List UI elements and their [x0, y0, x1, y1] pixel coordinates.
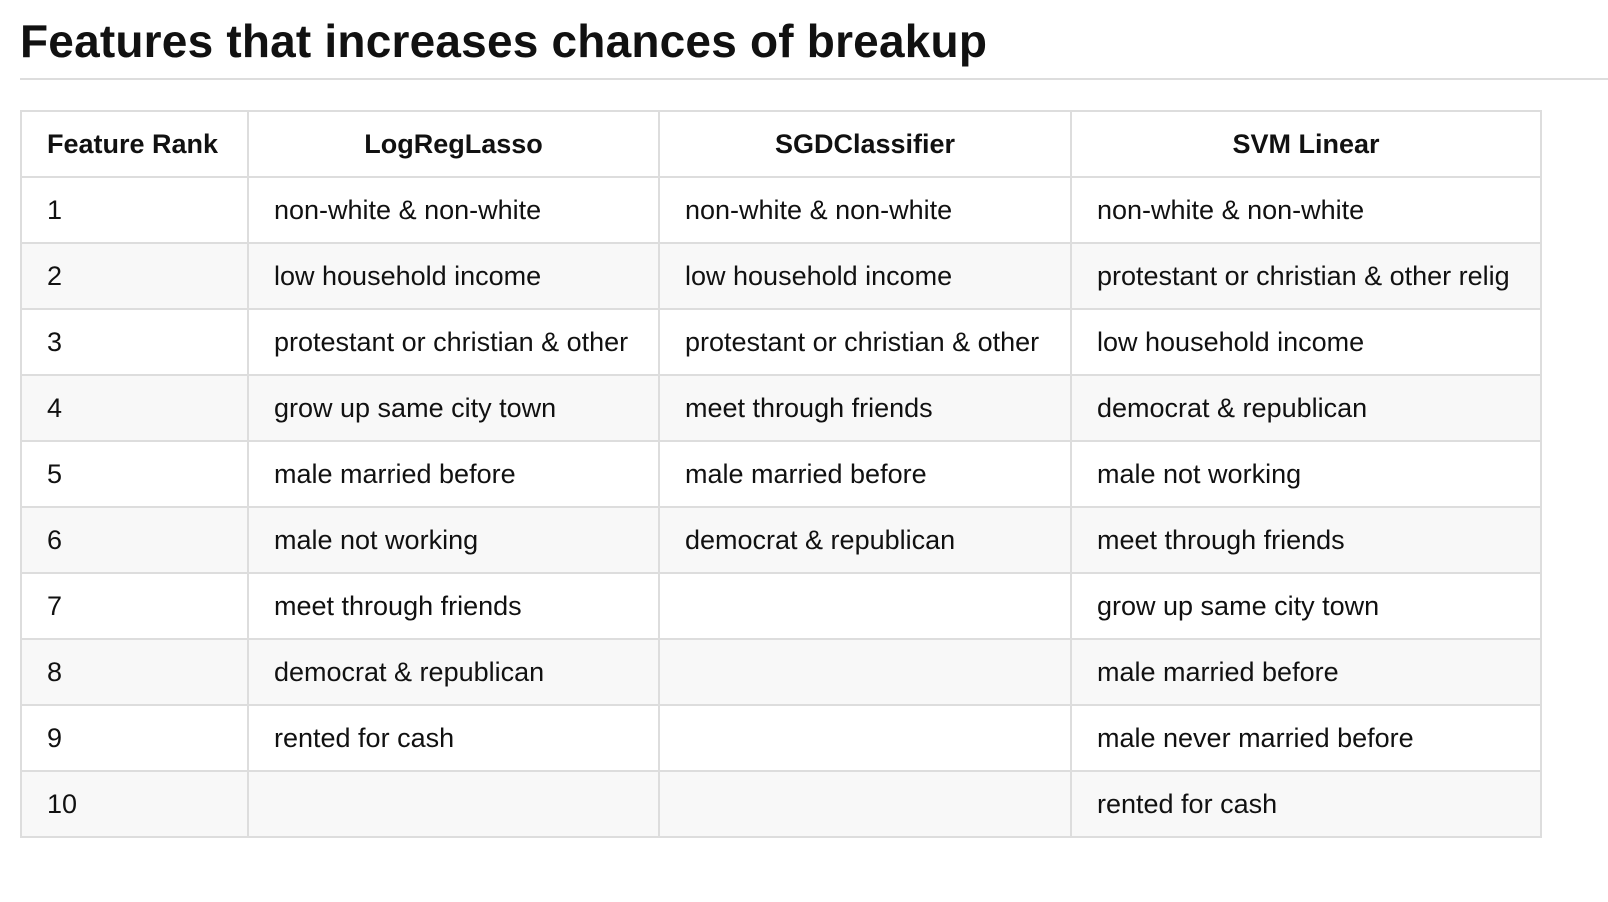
cell-rank: 8 [20, 638, 249, 706]
table-row: 10 rented for cash [20, 770, 1542, 838]
page-title: Features that increases chances of break… [20, 15, 988, 67]
cell-logreglasso: rented for cash [247, 704, 660, 772]
cell-logreglasso: democrat & republican [247, 638, 660, 706]
cell-rank: 7 [20, 572, 249, 640]
cell-rank: 3 [20, 308, 249, 376]
cell-sgdclassifier [658, 572, 1072, 640]
cell-svm-linear: rented for cash [1070, 770, 1542, 838]
cell-sgdclassifier: democrat & republican [658, 506, 1072, 574]
header-feature-rank: Feature Rank [20, 110, 249, 178]
cell-svm-linear: meet through friends [1070, 506, 1542, 574]
header-sgdclassifier: SGDClassifier [658, 110, 1072, 178]
header-logreglasso: LogRegLasso [247, 110, 660, 178]
cell-rank: 4 [20, 374, 249, 442]
table-row: 1 non-white & non-white non-white & non-… [20, 176, 1542, 244]
cell-logreglasso: male not working [247, 506, 660, 574]
table-row: 5 male married before male married befor… [20, 440, 1542, 508]
cell-sgdclassifier [658, 704, 1072, 772]
cell-logreglasso: low household income [247, 242, 660, 310]
table-row: 6 male not working democrat & republican… [20, 506, 1542, 574]
cell-sgdclassifier [658, 770, 1072, 838]
cell-sgdclassifier: protestant or christian & other [658, 308, 1072, 376]
cell-svm-linear: non-white & non-white [1070, 176, 1542, 244]
cell-sgdclassifier: male married before [658, 440, 1072, 508]
feature-rank-table: Feature Rank LogRegLasso SGDClassifier S… [20, 110, 1542, 838]
cell-rank: 6 [20, 506, 249, 574]
cell-logreglasso: protestant or christian & other [247, 308, 660, 376]
table-row: 9 rented for cash male never married bef… [20, 704, 1542, 772]
cell-svm-linear: protestant or christian & other relig [1070, 242, 1542, 310]
cell-sgdclassifier: non-white & non-white [658, 176, 1072, 244]
cell-svm-linear: male never married before [1070, 704, 1542, 772]
header-svm-linear: SVM Linear [1070, 110, 1542, 178]
cell-rank: 10 [20, 770, 249, 838]
cell-svm-linear: grow up same city town [1070, 572, 1542, 640]
table-row: 4 grow up same city town meet through fr… [20, 374, 1542, 442]
cell-svm-linear: male married before [1070, 638, 1542, 706]
table-row: 8 democrat & republican male married bef… [20, 638, 1542, 706]
table-row: 7 meet through friends grow up same city… [20, 572, 1542, 640]
cell-logreglasso: non-white & non-white [247, 176, 660, 244]
cell-rank: 2 [20, 242, 249, 310]
table-header-row: Feature Rank LogRegLasso SGDClassifier S… [20, 110, 1542, 178]
cell-rank: 5 [20, 440, 249, 508]
cell-sgdclassifier: low household income [658, 242, 1072, 310]
cell-sgdclassifier: meet through friends [658, 374, 1072, 442]
cell-rank: 1 [20, 176, 249, 244]
cell-logreglasso [247, 770, 660, 838]
cell-logreglasso: meet through friends [247, 572, 660, 640]
cell-sgdclassifier [658, 638, 1072, 706]
cell-logreglasso: male married before [247, 440, 660, 508]
table-row: 3 protestant or christian & other protes… [20, 308, 1542, 376]
cell-rank: 9 [20, 704, 249, 772]
table-row: 2 low household income low household inc… [20, 242, 1542, 310]
title-divider [20, 78, 1608, 80]
cell-svm-linear: low household income [1070, 308, 1542, 376]
cell-svm-linear: democrat & republican [1070, 374, 1542, 442]
cell-logreglasso: grow up same city town [247, 374, 660, 442]
cell-svm-linear: male not working [1070, 440, 1542, 508]
